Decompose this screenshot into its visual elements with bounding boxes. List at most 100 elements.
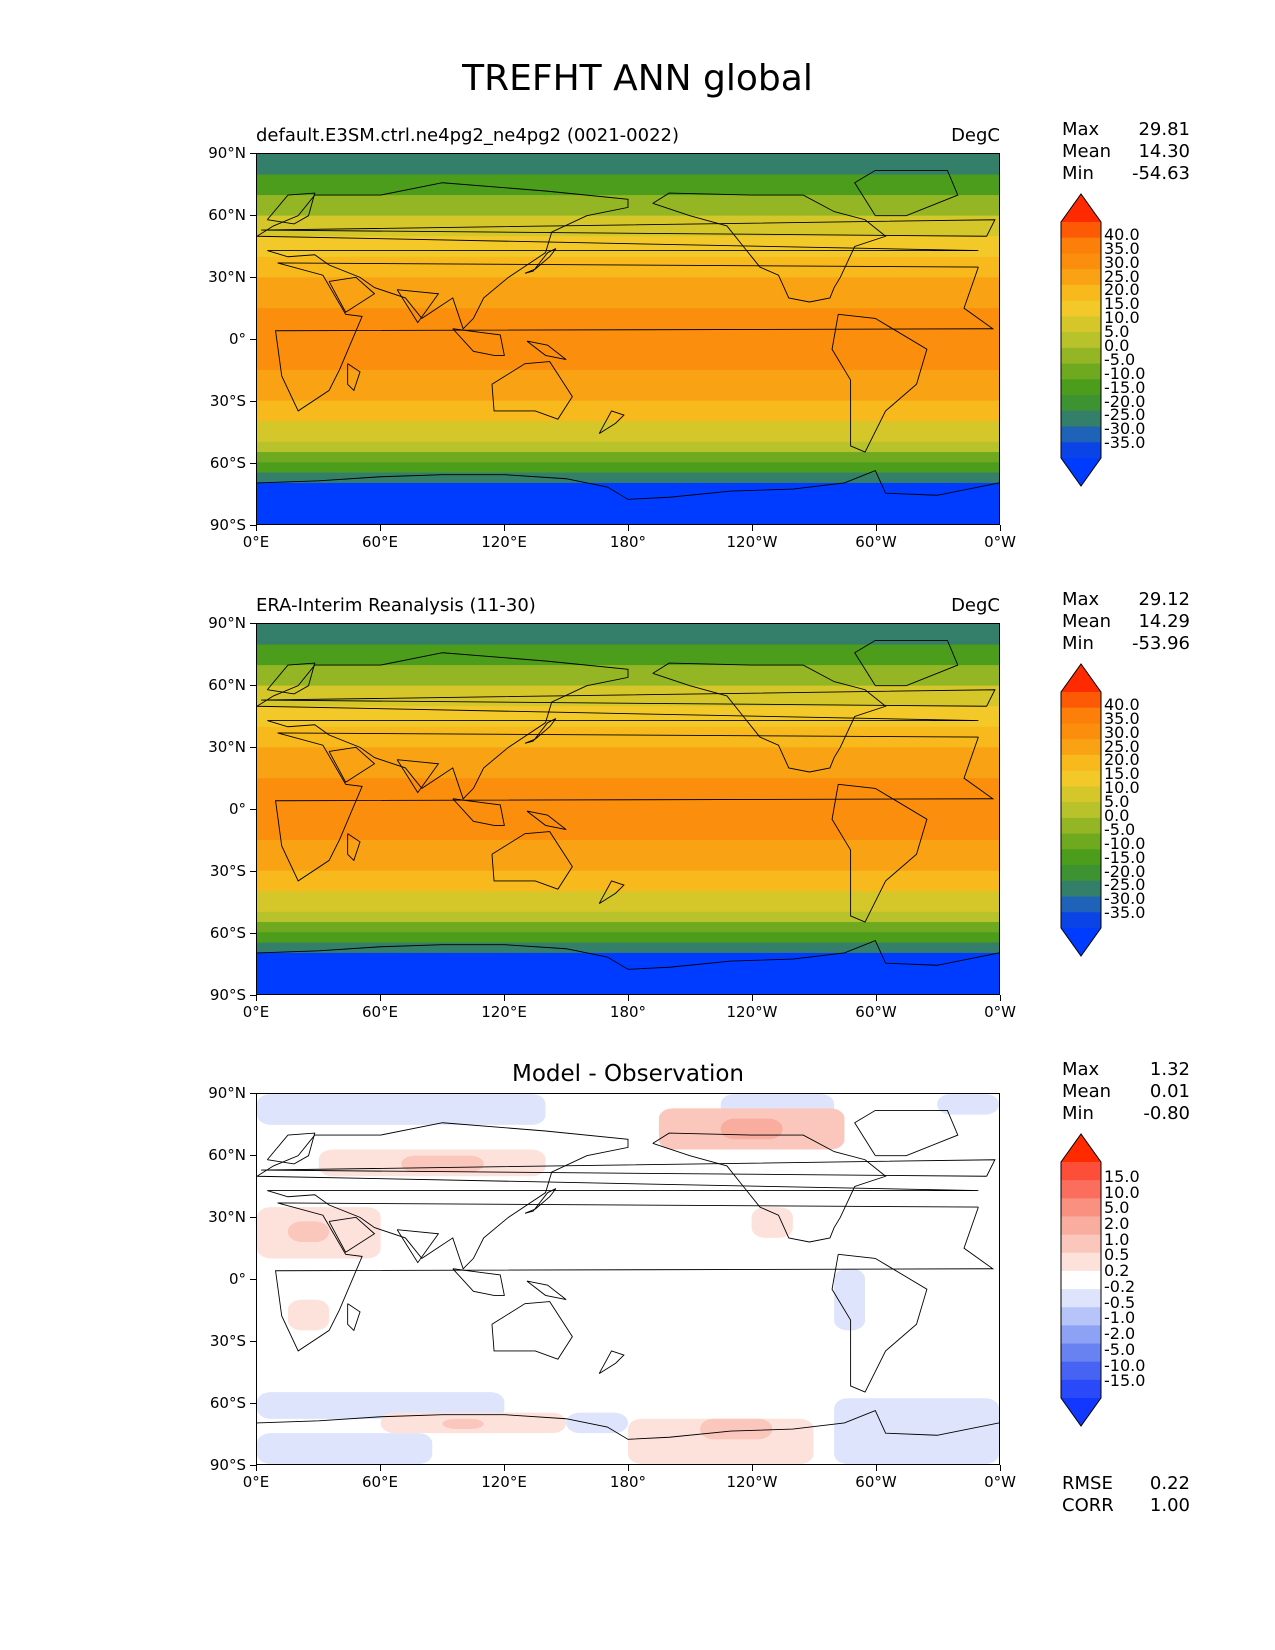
lon-tick xyxy=(380,995,381,1001)
lon-tick xyxy=(256,1465,257,1471)
colorbar-segment xyxy=(1061,363,1101,380)
metric-label: CORR xyxy=(1062,1495,1114,1516)
colorbar-tick-label: -15.0 xyxy=(1104,1371,1146,1391)
lon-tick-label: 60°W xyxy=(855,1003,897,1021)
panel-units: DegC xyxy=(951,125,1000,146)
map-area xyxy=(256,153,1000,525)
lat-tick xyxy=(250,871,256,872)
contour-band xyxy=(257,952,999,994)
lat-tick xyxy=(250,623,256,624)
coastline-segment xyxy=(491,831,573,890)
colorbar-segment xyxy=(1061,833,1101,850)
metric-label: RMSE xyxy=(1062,1473,1113,1494)
colorbar-segment xyxy=(1061,1252,1101,1272)
contour-band xyxy=(257,482,999,524)
contour-band xyxy=(257,369,999,402)
lon-tick xyxy=(876,525,877,531)
colorbar-tick-label: 15.0 xyxy=(1104,764,1140,784)
colorbar-tick-label: 5.0 xyxy=(1104,322,1130,342)
coastline-segment xyxy=(831,1253,928,1393)
colorbar-tick-label: -1.0 xyxy=(1104,1308,1136,1328)
colorbar-tick-label: 0.2 xyxy=(1104,1261,1130,1281)
lon-tick xyxy=(628,1465,629,1471)
colorbar-tick-label: 0.5 xyxy=(1104,1245,1130,1265)
colorbar-tick-label: 35.0 xyxy=(1104,238,1140,258)
lon-tick xyxy=(256,995,257,1001)
colorbar-segment xyxy=(1061,849,1101,866)
lat-tick xyxy=(250,215,256,216)
colorbar-segment xyxy=(1061,786,1101,803)
lat-tick xyxy=(250,747,256,748)
panel-model: default.E3SM.ctrl.ne4pg2_ne4pg2 (0021-00… xyxy=(0,119,1275,593)
colorbar-tick-label: 25.0 xyxy=(1104,736,1140,756)
colorbar-tick-label: -15.0 xyxy=(1104,847,1146,867)
colorbar-tick-label: -25.0 xyxy=(1104,405,1146,425)
lat-tick-label: 60°N xyxy=(208,206,246,224)
colorbar-segment xyxy=(1061,1216,1101,1236)
colorbar-segment xyxy=(1061,1361,1101,1381)
coastline-segment xyxy=(831,783,928,923)
colorbar-tick-label: -10.0 xyxy=(1104,1355,1146,1375)
colorbar-segment xyxy=(1061,332,1101,349)
lat-tick xyxy=(250,339,256,340)
coastline-segment xyxy=(854,639,959,687)
stat-row-mean: Mean 14.29 xyxy=(1062,611,1190,633)
colorbar-segment xyxy=(1061,754,1101,772)
coastline-segment xyxy=(598,410,625,434)
colorbar xyxy=(1060,663,1102,957)
contour-anomaly xyxy=(257,1433,433,1464)
colorbar-segment xyxy=(1061,442,1101,459)
metric-row-corr: CORR 1.00 xyxy=(1062,1495,1190,1517)
colorbar-segment xyxy=(1061,1289,1101,1308)
lat-tick-label: 90°N xyxy=(208,1084,246,1102)
lat-tick xyxy=(250,1279,256,1280)
contour-anomaly xyxy=(700,1418,773,1440)
lon-tick-label: 120°E xyxy=(481,1473,527,1491)
colorbar-extend-top xyxy=(1061,1134,1101,1162)
stat-value: 14.30 xyxy=(1138,141,1190,162)
colorbar-tick-label: -0.5 xyxy=(1104,1292,1136,1312)
contour-band xyxy=(257,174,999,196)
colorbar-segment xyxy=(1061,237,1101,254)
contour-band xyxy=(257,624,999,646)
contour-band xyxy=(257,462,999,474)
lon-tick-label: 0°W xyxy=(984,1473,1016,1491)
colorbar-segment xyxy=(1061,379,1101,396)
lat-tick-label: 90°S xyxy=(209,516,246,534)
lon-tick xyxy=(628,525,629,531)
stat-value: 14.29 xyxy=(1138,611,1190,632)
coastline-segment xyxy=(328,276,376,313)
stat-label: Min xyxy=(1062,633,1094,654)
lat-tick xyxy=(250,1155,256,1156)
stat-label: Mean xyxy=(1062,141,1112,162)
colorbar-tick-label: -35.0 xyxy=(1104,903,1146,923)
contour-band xyxy=(257,277,999,309)
panel-stats: Max 1.32 Mean 0.01 Min -0.80 xyxy=(1062,1059,1190,1125)
colorbar-tick-label: 30.0 xyxy=(1104,722,1140,742)
colorbar-extend-top xyxy=(1061,664,1101,692)
stat-label: Min xyxy=(1062,163,1094,184)
coastline-segment xyxy=(328,746,376,783)
contour-band xyxy=(257,891,999,913)
coastlines xyxy=(257,1109,999,1440)
lat-tick xyxy=(250,1403,256,1404)
colorbar-segment xyxy=(1061,802,1101,819)
colorbar-tick-label: -20.0 xyxy=(1104,861,1146,881)
coastline-segment xyxy=(491,361,573,420)
lat-tick xyxy=(250,933,256,934)
coastline-segment xyxy=(347,833,361,862)
stat-value: -54.63 xyxy=(1131,163,1190,184)
lon-tick-label: 60°W xyxy=(855,1473,897,1491)
colorbar-segment xyxy=(1061,880,1101,898)
coastline-segment xyxy=(598,1350,625,1374)
lon-tick-label: 120°E xyxy=(481,1003,527,1021)
panel-title: default.E3SM.ctrl.ne4pg2_ne4pg2 (0021-00… xyxy=(256,125,679,146)
contour-band xyxy=(257,932,999,944)
stat-value: 1.32 xyxy=(1149,1059,1190,1080)
lon-tick xyxy=(504,1465,505,1471)
colorbar-extend-bottom xyxy=(1061,1398,1101,1426)
map-area xyxy=(256,1093,1000,1465)
stat-value: 0.01 xyxy=(1149,1081,1190,1102)
colorbar-segment xyxy=(1061,1180,1101,1199)
coastline-segment xyxy=(854,1109,959,1157)
